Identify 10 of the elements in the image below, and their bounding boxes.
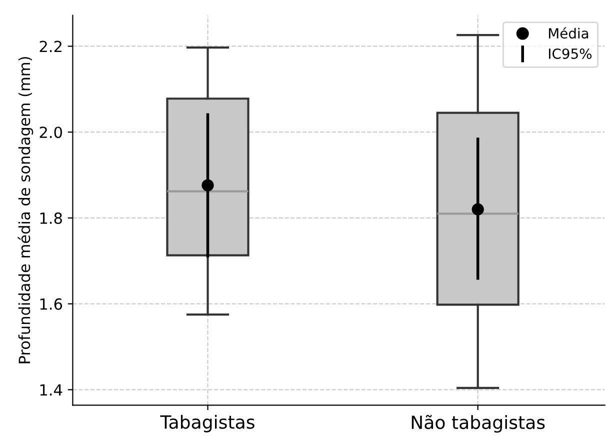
y-tick-label: 2.2 xyxy=(40,40,62,52)
legend-label: Média xyxy=(548,27,588,39)
legend-label: IC95% xyxy=(548,48,592,59)
y-tick-label: 1.8 xyxy=(40,212,62,224)
x-tick-label: Tabagistas xyxy=(160,414,254,432)
y-tick-label: 1.6 xyxy=(40,298,62,310)
y-tick-label: 1.4 xyxy=(40,384,62,396)
x-tick-label: Não tabagistas xyxy=(412,414,545,433)
y-tick-label: 2.0 xyxy=(40,126,62,138)
y-axis-title: Profundidade média de sondagem (mm) xyxy=(18,57,34,364)
